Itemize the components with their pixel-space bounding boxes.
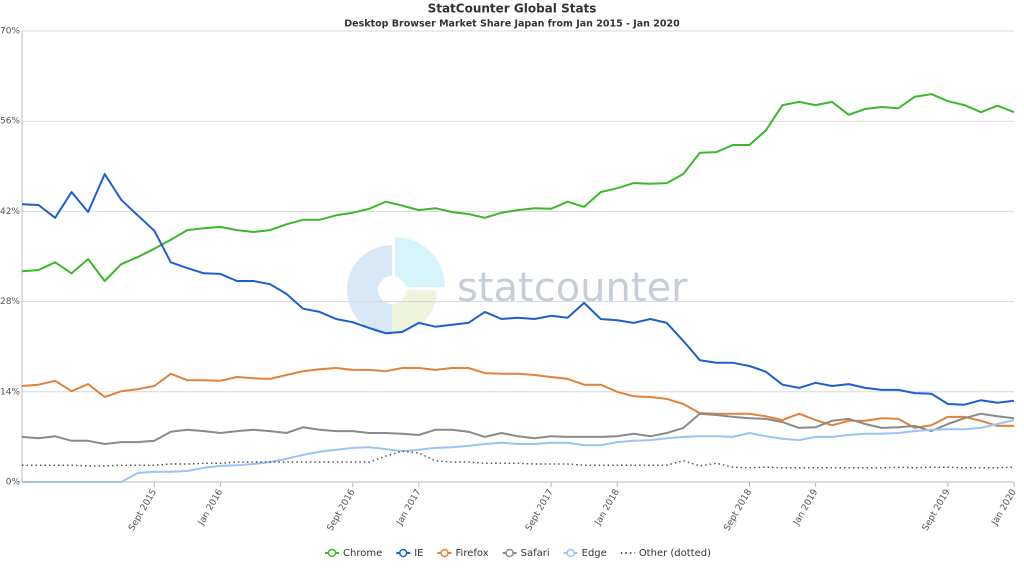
legend-label: Safari	[521, 548, 550, 559]
x-tick-label: Jan 2017	[395, 488, 424, 528]
x-tick-label: Sept 2017	[524, 488, 556, 533]
legend: Chrome IE Firefox Safari Edge Other (dotted)	[325, 548, 711, 559]
y-tick-label: 56%	[0, 117, 20, 127]
chart-title: StatCounter Global Stats	[428, 2, 597, 16]
legend-marker	[440, 548, 449, 558]
y-tick-label: 42%	[0, 207, 20, 217]
y-tick-label: 70%	[0, 27, 20, 37]
x-tick-label: Jan 2019	[791, 488, 820, 528]
legend-item: Other (dotted)	[620, 548, 711, 559]
legend-label: Chrome	[343, 548, 382, 559]
series-line	[21, 367, 1014, 429]
x-tick-label: Jan 2018	[593, 488, 622, 528]
legend-marker	[505, 548, 514, 558]
series-line	[21, 93, 1015, 282]
legend-marker	[398, 548, 408, 558]
watermark-text: statcounter	[457, 265, 688, 311]
x-tick-label: Jan 2016	[196, 488, 225, 528]
legend-label: IE	[414, 548, 423, 559]
y-tick-label: 28%	[0, 297, 20, 307]
chart-subtitle: Desktop Browser Market Share Japan from …	[344, 19, 680, 30]
legend-label: Firefox	[456, 548, 489, 559]
series-line	[21, 173, 1015, 406]
legend-label: Edge	[582, 548, 607, 559]
legend-marker	[327, 548, 337, 558]
y-tick-label: 0%	[6, 478, 21, 488]
x-tick-label: Sept 2015	[127, 488, 159, 533]
legend-item: IE	[396, 548, 424, 559]
y-tick-label: 14%	[0, 387, 20, 397]
legend-marker	[566, 548, 575, 558]
legend-label: Other (dotted)	[639, 548, 711, 559]
watermark-logo	[347, 237, 445, 335]
series-line	[22, 419, 1015, 483]
series-line	[21, 412, 1015, 445]
x-tick-label: Sept 2016	[326, 488, 358, 533]
x-tick-label: Jan 2020	[990, 488, 1019, 528]
series-line	[22, 450, 1015, 469]
legend-item: Firefox	[437, 548, 489, 559]
x-tick-label: Sept 2018	[722, 488, 754, 533]
legend-item: Chrome	[325, 548, 382, 559]
legend-item: Edge	[563, 548, 607, 559]
x-tick-label: Sept 2019	[921, 488, 953, 533]
legend-item: Safari	[502, 548, 550, 559]
